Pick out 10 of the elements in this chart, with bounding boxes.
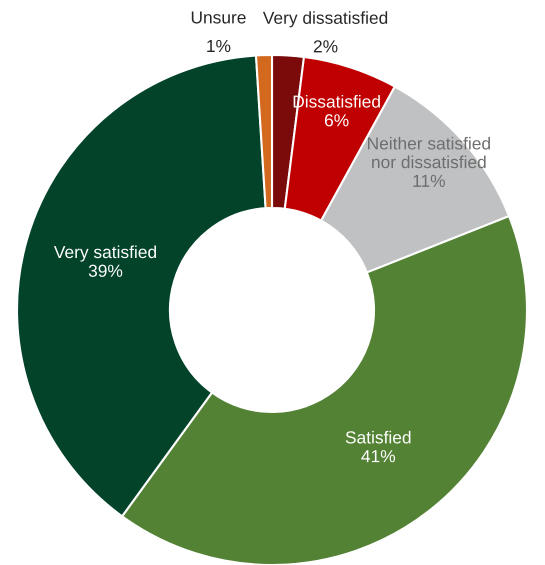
data-label: 2% bbox=[314, 40, 338, 52]
data-label: 11% bbox=[413, 174, 445, 187]
data-label: 1% bbox=[207, 40, 230, 52]
data-label: 39% bbox=[88, 264, 122, 277]
slice-label: Satisfied bbox=[346, 430, 410, 444]
slice-label: Very dissatisfied bbox=[262, 11, 388, 28]
data-label: 41% bbox=[361, 450, 396, 462]
slice-label: Unsure bbox=[192, 11, 246, 24]
slice-label: Very satisfied bbox=[54, 245, 156, 262]
data-label: 6% bbox=[324, 114, 349, 126]
